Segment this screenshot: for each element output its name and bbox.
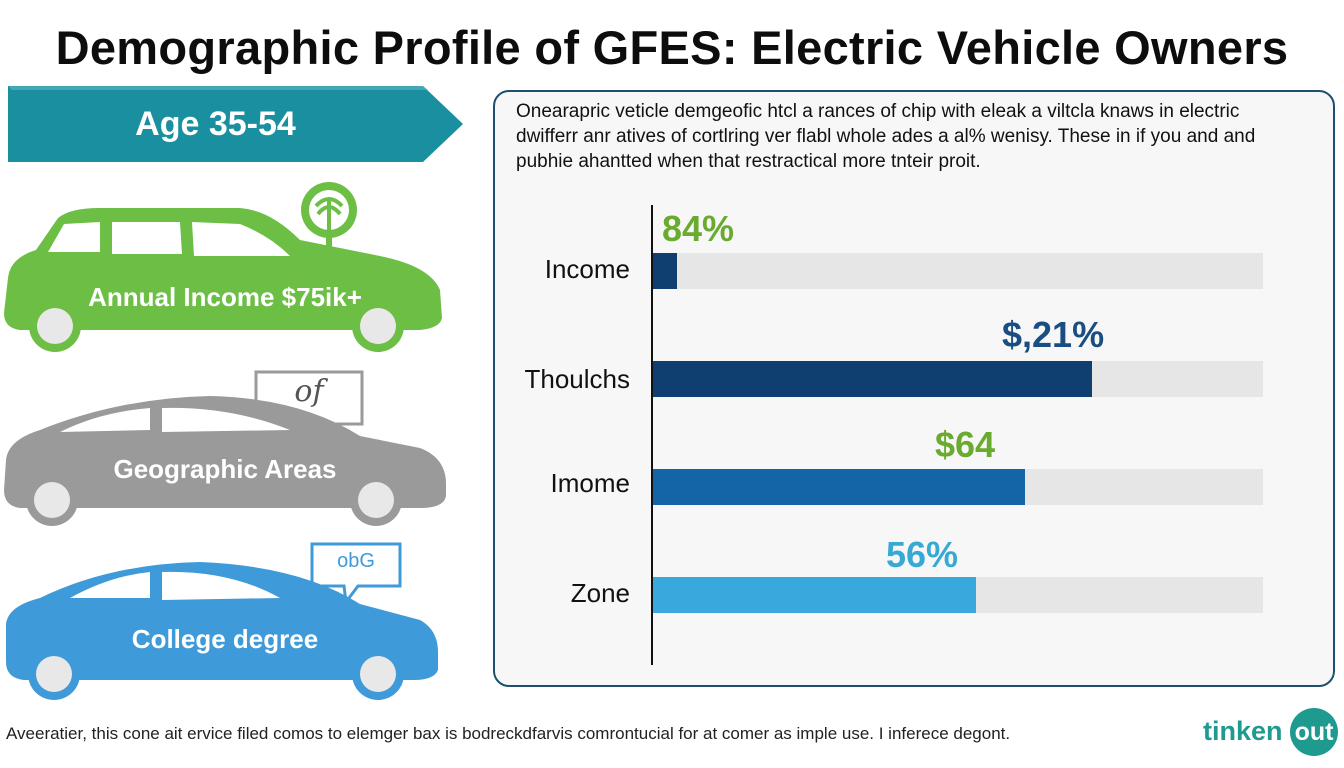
bar-value-label: $,21% xyxy=(1002,314,1105,355)
brand-logo-circle: out xyxy=(1290,708,1338,756)
palm-tree-sign-icon xyxy=(301,182,357,268)
bar xyxy=(653,361,1092,397)
bar-track xyxy=(653,577,1263,613)
gray-bubble-text: of xyxy=(294,374,324,409)
bar-category-label: Zone xyxy=(570,578,630,608)
bar-track xyxy=(653,253,1263,289)
bar-category-label: Imome xyxy=(550,468,630,498)
bar-value-label: $64 xyxy=(935,424,996,465)
bar-track xyxy=(653,361,1263,397)
bar-track xyxy=(653,469,1263,505)
age-banner-label: Age 35-54 xyxy=(135,105,296,143)
bar-category-label: Thoulchs xyxy=(524,364,631,394)
car-label-geographic: Geographic Areas xyxy=(113,454,337,484)
footer-note: Aveeratier, this cone ait ervice filed c… xyxy=(6,724,1011,743)
page-title: Demographic Profile of GFES: Electric Ve… xyxy=(55,21,1289,74)
chart-axis-line xyxy=(651,205,653,665)
bar-category-label: Income xyxy=(544,254,630,284)
panel-description: Onearapric veticle demgeofic htcl a ranc… xyxy=(516,101,1256,172)
gray-car-graphic xyxy=(4,370,446,526)
brand-logo-text: tinken xyxy=(1203,716,1283,746)
bar-value-label: 84% xyxy=(662,208,735,249)
bar xyxy=(653,469,1025,505)
bar xyxy=(653,253,677,289)
blue-bubble-text: obG xyxy=(337,550,375,572)
blue-car-graphic xyxy=(6,542,438,700)
green-car-graphic xyxy=(4,182,442,352)
car-label-college: College degree xyxy=(131,624,319,654)
bar-value-label: 56% xyxy=(886,534,959,575)
age-banner-arrow xyxy=(8,86,463,162)
car-label-income: Annual Income $75ik+ xyxy=(88,282,362,312)
bar xyxy=(653,577,976,613)
